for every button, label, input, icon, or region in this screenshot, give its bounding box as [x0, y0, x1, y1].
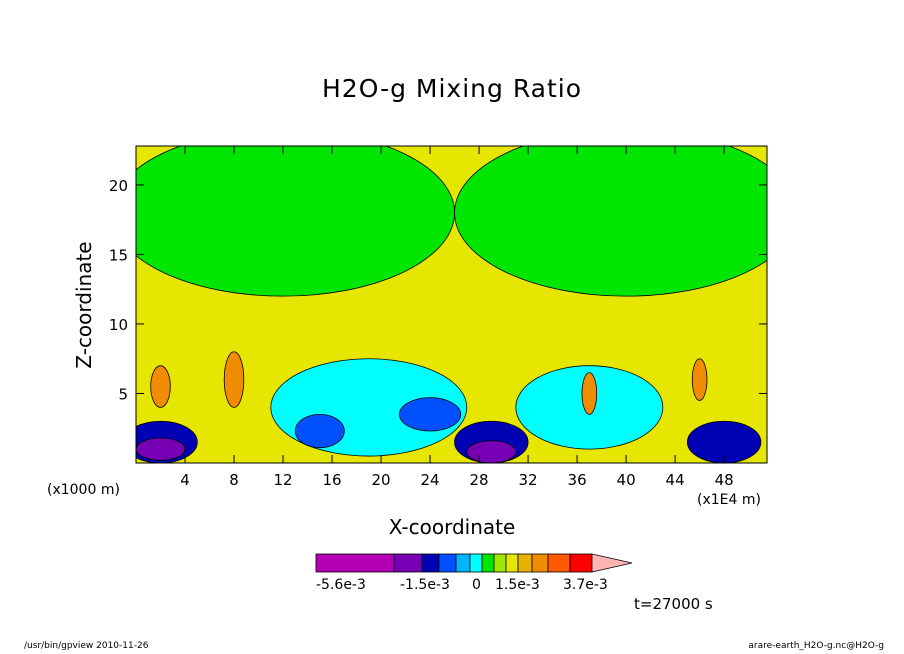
x-tick-label: 16 [322, 471, 341, 489]
x-tick-label: 28 [470, 471, 489, 489]
x-tick-label: 40 [617, 471, 636, 489]
x-tick-label: 44 [666, 471, 685, 489]
x-tick-label: 24 [421, 471, 440, 489]
plot-frame [135, 145, 768, 464]
x-tick-label: 48 [715, 471, 734, 489]
contour-region-orange [223, 351, 245, 408]
colorbar-swatch [438, 553, 457, 573]
colorbar-label: 1.5e-3 [495, 577, 540, 593]
x-tick-label: 4 [180, 471, 190, 489]
time-label: t=27000 s [634, 595, 713, 613]
colorbar-label: -1.5e-3 [400, 577, 450, 593]
colorbar-label: 3.7e-3 [563, 577, 608, 593]
y-axis-label: Z-coordinate [72, 241, 96, 369]
colorbar-swatch [493, 553, 507, 573]
contour-region-orange [150, 365, 171, 408]
colorbar-label: -5.6e-3 [316, 577, 366, 593]
contour-region-blue [399, 397, 462, 432]
x-tick-label: 36 [568, 471, 587, 489]
y-tick-label: 15 [109, 246, 128, 264]
contour-region-orange [691, 358, 708, 401]
colorbar-swatch [315, 553, 395, 573]
contour-region-blue [294, 413, 345, 449]
contour-region-orange [581, 372, 598, 415]
colorbar-swatch [455, 553, 471, 573]
x-tick-label: 20 [372, 471, 391, 489]
contour-region-purple [466, 440, 517, 463]
x-tick-label: 8 [229, 471, 239, 489]
colorbar-swatch [531, 553, 549, 573]
y-tick-label: 20 [109, 177, 128, 195]
colorbar-label: 0 [472, 577, 481, 593]
colorbar-arrow [591, 553, 633, 573]
plot-area [135, 145, 768, 464]
contour-region-purple [136, 437, 186, 461]
x-unit-right-label: (x1E4 m) [697, 492, 761, 508]
colorbar-swatch [469, 553, 483, 573]
contour-region-green [454, 146, 767, 297]
colorbar-swatch [517, 553, 533, 573]
contour-region-darkblue [686, 420, 762, 463]
colorbar-swatch [569, 553, 593, 573]
footer-right-text: arare-earth_H2O-g.nc@H2O-g [748, 641, 884, 651]
colorbar-swatch [481, 553, 495, 573]
x-unit-left-label: (x1000 m) [47, 482, 120, 498]
colorbar-swatch [421, 553, 440, 573]
chart-title: H2O-g Mixing Ratio [321, 74, 583, 103]
x-axis-label: X-coordinate [388, 515, 516, 539]
x-tick-label: 32 [519, 471, 538, 489]
colorbar-swatch [547, 553, 571, 573]
y-tick-label: 10 [109, 316, 128, 334]
footer-left-text: /usr/bin/gpview 2010-11-26 [24, 641, 149, 651]
colorbar [315, 553, 633, 573]
contour-region-green [136, 146, 455, 297]
x-tick-label: 12 [273, 471, 292, 489]
colorbar-swatch [393, 553, 423, 573]
y-tick-label: 5 [118, 385, 128, 403]
colorbar-swatch [505, 553, 519, 573]
